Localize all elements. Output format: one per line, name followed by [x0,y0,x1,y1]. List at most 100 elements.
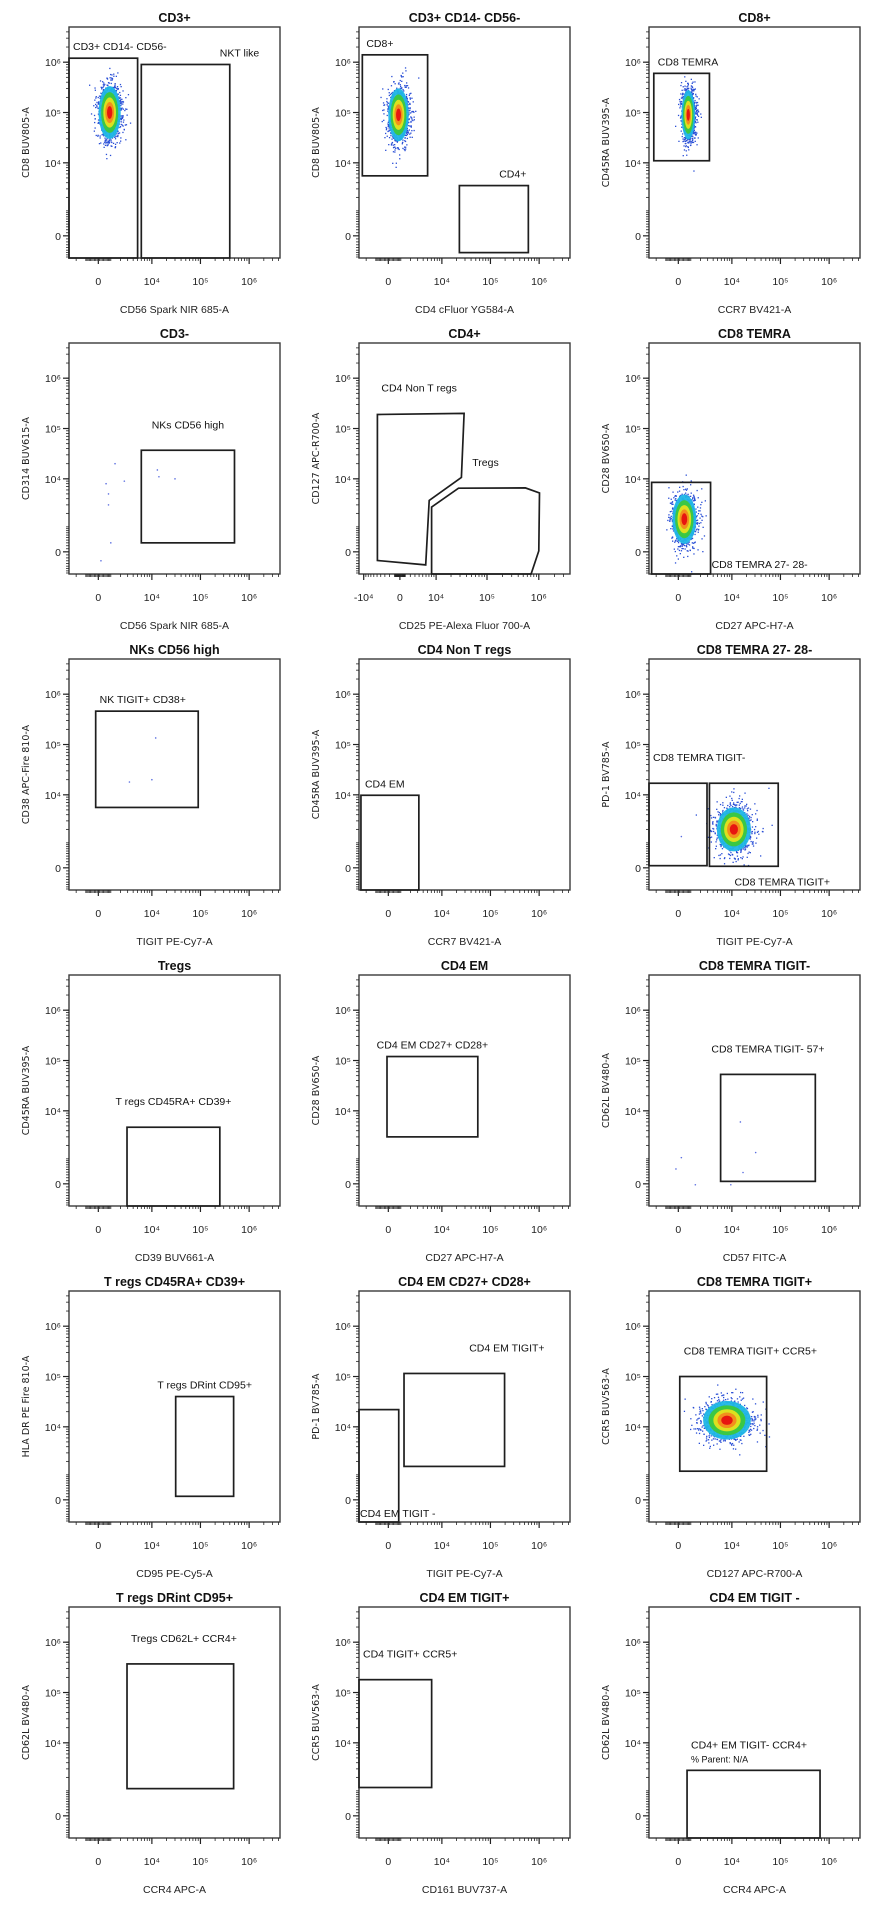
event-dot [686,86,688,88]
event-dot [392,147,395,149]
event-dot [679,105,682,107]
event-dot [691,82,693,84]
event-dot [390,96,392,99]
event-dot [683,149,686,151]
gate-rect [140,63,231,259]
event-dot [691,499,693,501]
event-dot [381,120,383,123]
event-dot [116,86,119,88]
event-dot [686,550,688,552]
event-dot [696,519,699,521]
event-dot [683,493,686,496]
event-dot [102,86,104,88]
x-tick-label: 0 [385,276,391,288]
event-dot [396,141,398,143]
event-dot [689,549,691,552]
x-tick-label: 10⁴ [724,276,740,288]
event-dot [408,121,410,124]
event-dot [737,858,739,860]
event-dot [668,516,670,518]
event-dot [113,136,116,138]
event-dot [107,504,110,506]
event-dot [693,170,695,172]
event-dot [670,528,672,530]
event-dot [672,508,674,510]
event-dot [694,113,696,115]
event-dot [682,548,684,550]
event-dot [404,134,407,136]
event-dot [389,93,392,96]
event-dot [120,103,122,105]
event-dot [151,778,153,781]
x-tick-label: 10⁶ [821,908,837,920]
event-dot [103,141,106,143]
plot-frame [358,658,571,891]
event-dot [697,104,699,106]
x-tick-label: 0 [397,592,403,604]
event-dot [697,114,699,116]
event-dot [406,85,409,87]
event-dot [710,814,712,817]
event-dot [697,109,699,111]
x-axis-label: CD56 Spark NIR 685-A [120,304,229,316]
event-dot [390,92,393,94]
y-tick-label: 0 [55,863,61,875]
event-dot [685,150,687,152]
event-dot [693,137,695,139]
event-dot [388,127,390,129]
gating-plot: CD3+ CD56 Spark NIR 685-A CD8 BUV805-A 0 10⁴… [21,11,281,316]
event-dot [683,137,685,139]
event-dot [99,135,101,137]
event-dot [405,85,407,87]
x-tick-label: 10⁶ [241,908,257,920]
event-dot [387,121,389,123]
event-dot [677,540,679,542]
event-dot [679,117,682,119]
event-dot [386,135,388,137]
event-dot [750,816,752,819]
event-dot [390,143,393,145]
x-axis-label: CD25 PE-Alexa Fluor 700-A [399,620,530,632]
event-dot [682,544,684,546]
event-dot [395,162,397,164]
event-dot [411,136,413,138]
event-dot [112,142,115,144]
x-tick-label: 10⁵ [772,276,788,288]
event-dot [410,132,412,134]
event-dot [408,125,410,127]
event-dot [749,819,751,822]
event-dot [702,551,704,553]
event-dot [687,555,689,558]
gate-rect [650,481,712,575]
y-axis-label: CD8 BUV805-A [21,107,32,178]
event-dot [409,125,411,127]
event-dot [735,860,737,863]
event-dot [711,830,713,833]
event-dot [405,148,407,150]
event-dot [697,506,699,508]
event-dot [687,88,689,90]
event-dot [409,98,411,100]
event-dot [695,111,698,113]
event-dot [695,105,698,107]
event-dot [394,83,396,85]
plot-frame [648,658,861,891]
event-dot [117,72,119,74]
event-dot [687,543,690,545]
gate-label: CD4 Non T regs [381,382,456,394]
event-dot [94,118,96,120]
event-dot [691,141,693,143]
x-tick-label: 10⁶ [531,908,547,920]
event-dot [399,158,401,160]
x-tick-label: 10⁵ [772,592,788,604]
event-dot [693,97,695,99]
event-dot [680,550,683,552]
event-dot [402,141,404,144]
x-tick-label: 10⁵ [772,908,788,920]
event-dot [390,144,393,146]
event-dot [671,503,673,505]
event-dot [691,91,693,94]
event-dot [694,121,697,123]
event-dot [408,129,410,131]
